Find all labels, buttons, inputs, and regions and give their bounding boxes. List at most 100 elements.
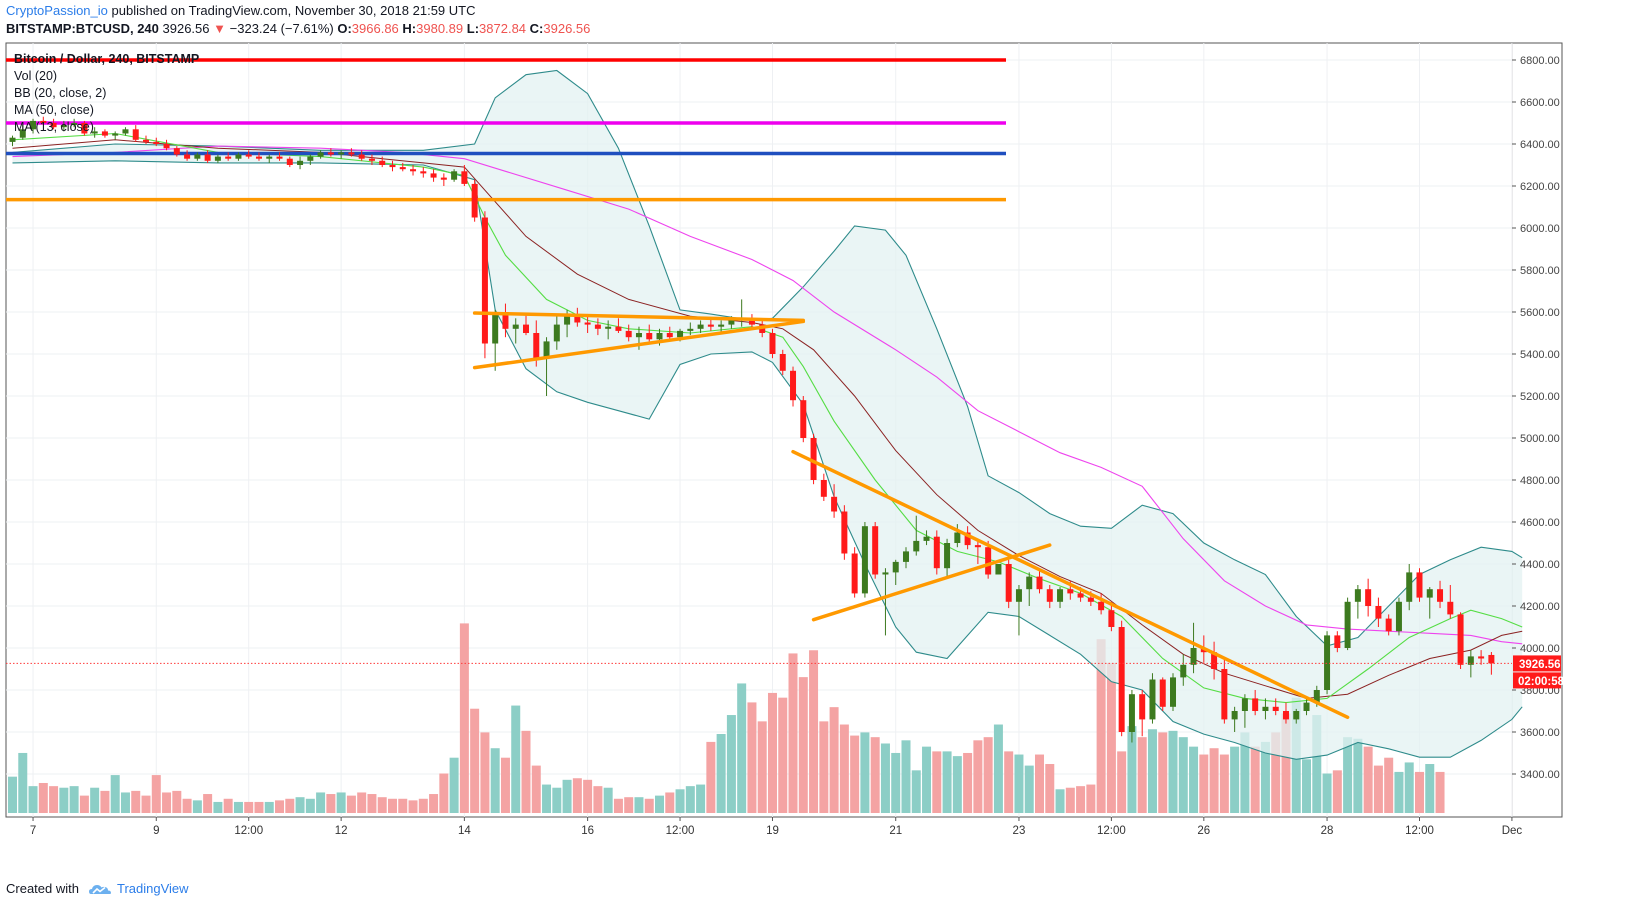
volume-bar <box>192 800 202 813</box>
candle-body <box>985 547 992 575</box>
triangle2-lower-trendline[interactable] <box>811 543 1052 622</box>
x-tick-label: 12:00 <box>234 825 263 837</box>
candle-body <box>964 532 971 546</box>
candle-body <box>944 543 951 569</box>
volume-bar <box>223 798 233 813</box>
volume-bar <box>1343 737 1353 813</box>
candle-body <box>892 561 899 573</box>
volume-bar <box>932 751 942 813</box>
volume-bar <box>1024 765 1034 813</box>
candle-body <box>1221 669 1228 720</box>
last-price-badge <box>1513 655 1561 672</box>
legend-item-ma13[interactable]: MA (13, close) <box>14 120 94 134</box>
candle-body <box>1272 706 1279 711</box>
candle-body <box>861 526 868 594</box>
candle-body <box>728 320 735 325</box>
ma50-line <box>12 145 1523 645</box>
volume-bar <box>1353 738 1363 813</box>
volume-bar <box>1045 764 1055 813</box>
candle-body <box>779 354 786 371</box>
y-tick-label: 4600.00 <box>1520 517 1560 529</box>
volume-bar <box>131 790 141 813</box>
volume-bar <box>1199 754 1209 813</box>
volume-bar <box>1260 741 1270 813</box>
volume-bar <box>459 623 469 813</box>
volume-bar <box>634 797 644 813</box>
triangle2-upper-trendline[interactable] <box>791 449 1350 720</box>
candle-body <box>471 183 478 218</box>
candle-body <box>245 154 252 157</box>
volume-bar <box>275 800 285 813</box>
volume-bar <box>767 692 777 813</box>
y-tick-label: 5000.00 <box>1520 433 1560 445</box>
candle-body <box>276 156 283 159</box>
author-link[interactable]: CryptoPassion_io <box>6 3 108 18</box>
volume-bar <box>100 790 110 813</box>
x-tick-label: 12 <box>335 825 348 837</box>
footer: Created with TradingView <box>6 881 189 896</box>
candle-body <box>81 123 88 134</box>
candle-body <box>707 324 714 327</box>
candle-body <box>19 129 26 138</box>
volume-bar <box>141 795 151 813</box>
volume-bar <box>326 794 336 813</box>
volume-bar <box>911 770 921 813</box>
volume-bar <box>1425 764 1435 813</box>
volume-bar <box>521 730 531 813</box>
candle-body <box>502 312 509 329</box>
candle-body <box>954 532 961 543</box>
candle-body <box>1375 606 1382 619</box>
volume-bar <box>1189 746 1199 813</box>
x-tick-label: 12:00 <box>666 825 695 837</box>
candle-body <box>255 156 262 159</box>
candle-body <box>50 123 57 128</box>
volume-bar <box>38 782 48 813</box>
legend-item-bb[interactable]: BB (20, close, 2) <box>14 86 107 100</box>
volume-bar <box>1230 746 1240 813</box>
triangle1-lower-trendline[interactable] <box>472 319 806 370</box>
x-tick-label: 16 <box>581 825 594 837</box>
candle-body <box>368 158 375 161</box>
y-tick-label: 5200.00 <box>1520 391 1560 403</box>
candle-body <box>1241 698 1248 711</box>
candle-body <box>440 177 447 180</box>
bollinger-lower <box>12 160 1523 760</box>
last-price: 3926.56 <box>162 21 210 36</box>
x-tick-label: 9 <box>153 825 159 837</box>
candle-body <box>933 536 940 569</box>
candle-body <box>214 156 221 161</box>
candle-body <box>184 154 191 159</box>
volume-bar <box>357 792 367 813</box>
volume-bars <box>8 623 1445 813</box>
candle-body <box>430 173 437 178</box>
volume-bar <box>1137 737 1147 813</box>
volume-bar <box>49 786 59 813</box>
candle-body <box>923 536 930 541</box>
candle-body <box>1354 589 1361 602</box>
symbol-header: BITSTAMP:BTCUSD, 240 3926.56 ▼ −323.24 (… <box>6 21 590 36</box>
candle-body <box>163 144 170 149</box>
legend-item-vol[interactable]: Vol (20) <box>14 69 58 83</box>
tradingview-link[interactable]: TradingView <box>116 881 189 896</box>
triangle1-upper-trendline[interactable] <box>472 311 806 323</box>
candle-body <box>101 131 108 136</box>
candle-body <box>9 137 16 142</box>
ma20-line <box>12 139 1523 699</box>
candle-body <box>1334 635 1341 648</box>
volume-bar <box>59 787 69 813</box>
legend-title[interactable]: Bitcoin / Dollar, 240, BITSTAMP <box>14 52 200 66</box>
volume-bar <box>706 741 716 813</box>
candle-body <box>204 154 211 161</box>
volume-bar <box>788 653 798 813</box>
legend-item-ma50[interactable]: MA (50, close) <box>14 103 94 117</box>
candle-body <box>132 129 139 140</box>
candle-body <box>410 169 417 172</box>
volume-bar <box>870 737 880 813</box>
volume-bar <box>377 797 387 813</box>
candle-body <box>1190 648 1197 665</box>
candle-body <box>153 141 160 144</box>
candle-body <box>1128 694 1135 732</box>
y-tick-label: 3400.00 <box>1520 769 1560 781</box>
x-tick-label: 19 <box>766 825 779 837</box>
